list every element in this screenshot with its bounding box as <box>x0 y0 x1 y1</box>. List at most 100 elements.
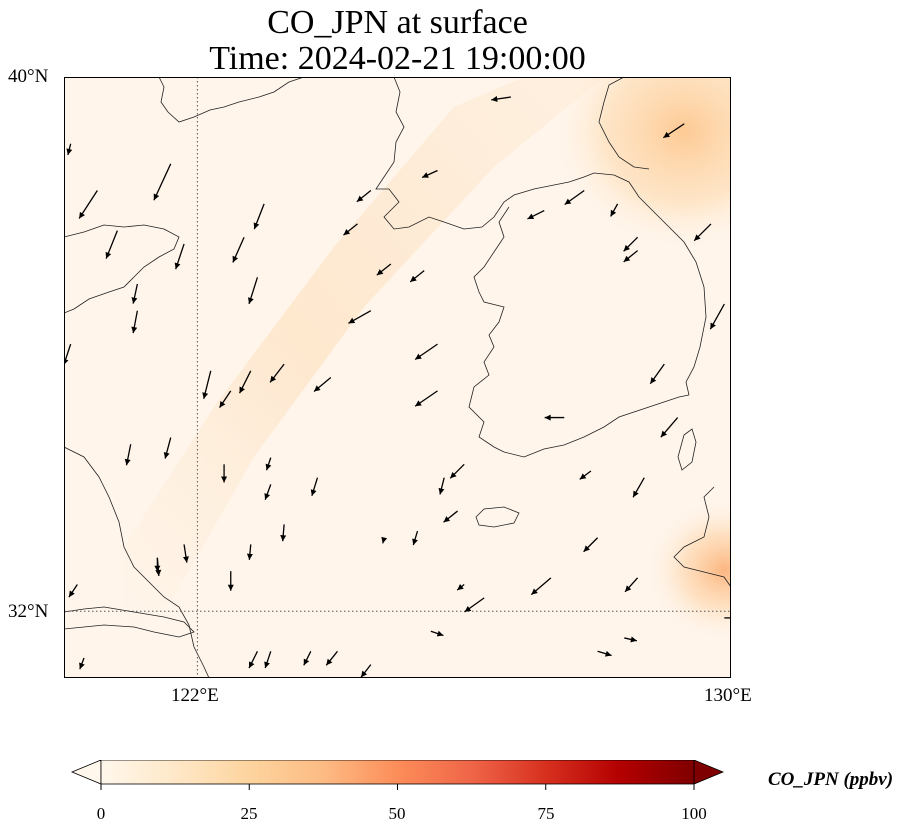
wind-arrow <box>78 190 98 219</box>
map-frame <box>64 77 731 678</box>
wind-arrow <box>105 230 118 259</box>
colorbar-tick-label: 25 <box>240 804 258 823</box>
colorbar-tick-label: 0 <box>96 804 106 823</box>
colorbar-tick-label: 50 <box>388 804 406 823</box>
lon-tick-label-left: 122°E <box>171 685 219 706</box>
map-plot[interactable] <box>64 77 731 678</box>
wind-arrow <box>456 584 465 591</box>
wind-arrow <box>221 464 228 483</box>
wind-arrow <box>579 470 592 480</box>
wind-arrow <box>310 477 319 497</box>
wind-arrow <box>356 190 372 203</box>
wind-arrow <box>154 557 161 572</box>
coastline-west-shore <box>64 224 180 314</box>
wind-arrow <box>623 236 639 252</box>
wind-arrow <box>624 577 639 593</box>
wind-vectors <box>64 96 731 678</box>
gridlines <box>64 77 731 678</box>
coastline-tsushima <box>677 428 697 471</box>
title-line-2: Time: 2024-02-21 19:00:00 <box>209 40 586 77</box>
wind-arrow <box>709 303 725 330</box>
wind-arrow <box>376 263 392 276</box>
wind-arrow <box>438 477 445 495</box>
coastline-yangtze-mouth <box>64 606 195 638</box>
wind-arrow <box>303 650 312 666</box>
wind-arrow <box>66 143 73 156</box>
lat-tick-label-top: 40°N <box>8 66 49 87</box>
wind-arrow <box>325 650 338 666</box>
wind-arrow <box>491 96 511 102</box>
colorbar-extend-low <box>70 760 102 785</box>
wind-arrow <box>202 370 212 399</box>
wind-arrow <box>443 510 458 523</box>
wind-arrow <box>264 651 272 669</box>
wind-arrow <box>343 223 358 236</box>
coastline-korea-east <box>613 174 707 396</box>
wind-arrow <box>313 377 332 392</box>
wind-arrow <box>238 370 252 394</box>
wind-arrow <box>280 524 287 542</box>
wind-arrow <box>414 343 438 361</box>
coastline-korea-west <box>468 206 510 453</box>
coastline-east-sea <box>598 77 650 170</box>
wind-arrow <box>662 123 685 139</box>
wind-arrow <box>412 530 419 546</box>
wind-arrow <box>79 657 85 670</box>
wind-arrow <box>464 597 485 613</box>
wind-arrow <box>131 283 139 304</box>
colorbar-ticks <box>100 784 695 790</box>
wind-arrow <box>693 223 712 242</box>
wind-arrow <box>153 163 172 201</box>
wind-arrow <box>360 664 372 678</box>
wind-arrow <box>660 417 679 438</box>
wind-arrow <box>219 390 232 409</box>
wind-arrow <box>649 363 665 385</box>
wind-arrow <box>174 243 185 270</box>
wind-arrow <box>449 463 465 479</box>
wind-arrow <box>227 571 234 591</box>
wind-arrow <box>527 209 545 220</box>
colorbar-tick-label: 100 <box>681 804 707 823</box>
wind-arrow <box>348 310 372 324</box>
coastline-liaodong-bohai <box>158 77 305 123</box>
wind-arrow <box>232 237 245 263</box>
wind-arrow <box>68 584 78 598</box>
wind-arrow <box>414 390 438 407</box>
coastline-china-southwest <box>64 446 210 678</box>
colorbar-tick-label: 75 <box>537 804 555 823</box>
wind-arrow <box>381 536 388 544</box>
colorbar <box>70 760 725 790</box>
wind-arrow <box>253 203 265 230</box>
wind-arrow <box>182 544 189 563</box>
wind-arrow <box>583 537 599 553</box>
wind-arrow <box>246 544 253 560</box>
coastline-north-korea <box>375 77 615 230</box>
colorbar-extend-high <box>693 760 725 785</box>
wind-arrow <box>124 444 132 466</box>
wind-arrow <box>564 189 585 206</box>
coastline-korea-south <box>503 394 690 458</box>
lon-tick-label-right: 130°E <box>704 685 752 706</box>
wind-arrow <box>131 310 139 334</box>
coastlines <box>64 77 731 678</box>
colorbar-body <box>100 760 695 785</box>
wind-arrow <box>623 250 639 263</box>
co-plume-southeast <box>64 77 731 678</box>
wind-arrow <box>264 484 272 500</box>
coastline-kyushu <box>673 486 731 588</box>
wind-arrow <box>632 477 645 498</box>
wind-arrow <box>265 457 272 471</box>
wind-arrow <box>248 650 259 669</box>
wind-arrow <box>544 414 565 421</box>
title-line-1: CO_JPN at surface <box>267 4 528 41</box>
lat-tick-label-bottom: 32°N <box>8 601 49 622</box>
wind-arrow <box>421 169 438 179</box>
wind-arrow <box>163 437 172 459</box>
wind-arrow <box>610 203 619 217</box>
wind-arrow <box>269 363 285 383</box>
wind-arrow <box>247 277 259 305</box>
coastline-jeju <box>475 506 520 528</box>
wind-arrow <box>409 270 425 283</box>
wind-arrow <box>597 650 612 657</box>
colorbar-label: CO_JPN (ppbv) <box>768 769 894 790</box>
